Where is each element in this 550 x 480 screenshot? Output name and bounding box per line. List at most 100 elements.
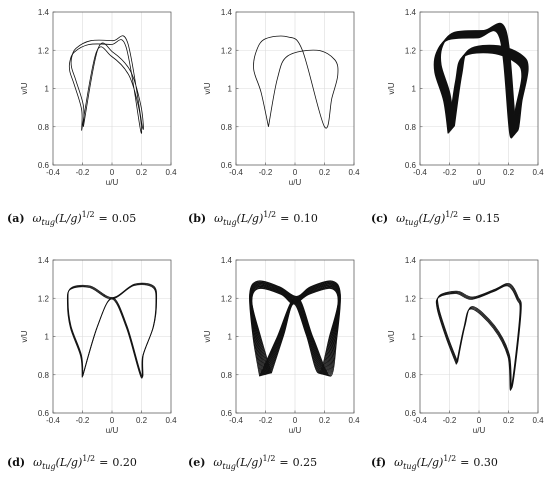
x-tick-label: 0 — [477, 168, 482, 177]
x-tick-label: 0 — [110, 416, 115, 425]
caption-equals: = — [99, 456, 108, 469]
y-tick-label: 0.8 — [38, 371, 50, 380]
x-tick-label: 0 — [110, 168, 115, 177]
caption-subscript: tug — [222, 462, 236, 471]
caption-subscript: tug — [42, 462, 56, 471]
x-tick-label: 0 — [293, 416, 298, 425]
y-tick-label: 1 — [412, 85, 417, 94]
caption-superscript: 1/2 — [263, 454, 276, 463]
caption-superscript: 1/2 — [263, 210, 276, 219]
y-tick-label: 0.6 — [38, 409, 50, 418]
caption-superscript: 1/2 — [445, 210, 458, 219]
x-tick-label: -0.2 — [443, 416, 457, 425]
x-tick-label: 0.4 — [348, 168, 360, 177]
y-tick-label: 0.6 — [221, 161, 233, 170]
panel-e: -0.4 -0.2 0 0.2 0.4 0.6 0.8 1 1.2 1.4 u/U v/U (e) ωtu… — [188, 256, 360, 471]
y-tick-label: 0.6 — [221, 409, 233, 418]
caption-value: 0.05 — [112, 212, 137, 225]
panel-a: -0.4 -0.2 0 0.2 0.4 0.6 0.8 1 1.2 1.4 u/U v/U (a) ωtu… — [7, 8, 177, 227]
x-tick-label: 0.4 — [532, 416, 544, 425]
y-axis-label: v/U — [20, 82, 29, 94]
panel-b: -0.4 -0.2 0 0.2 0.4 0.6 0.8 1 1.2 1.4 u/U v/U (b) ωtu… — [188, 8, 360, 227]
caption-superscript: 1/2 — [82, 210, 95, 219]
panel-label: (c) — [371, 212, 388, 225]
x-tick-label: 0.4 — [165, 416, 177, 425]
caption-subscript: tug — [403, 462, 417, 471]
x-tick-label: -0.2 — [259, 416, 273, 425]
x-tick-label: 0 — [477, 416, 482, 425]
y-tick-label: 1.2 — [38, 294, 50, 303]
caption-middle: (L/g) — [236, 456, 263, 469]
trajectory-curve — [249, 280, 341, 377]
y-tick-label: 0.8 — [405, 123, 417, 132]
y-tick-label: 0.8 — [38, 123, 50, 132]
panel-d: -0.4 -0.2 0 0.2 0.4 0.6 0.8 1 1.2 1.4 u/U v/U (d) ωtu… — [7, 256, 177, 471]
panel-caption: (b) ωtug(L/g)1/2 = 0.10 — [188, 210, 318, 227]
y-tick-label: 0.6 — [405, 409, 417, 418]
caption-omega: ω — [33, 212, 42, 225]
x-tick-label: -0.2 — [76, 168, 90, 177]
caption-omega: ω — [213, 456, 222, 469]
caption-subscript: tug — [42, 218, 56, 227]
y-tick-label: 1.2 — [405, 46, 417, 55]
caption-omega: ω — [33, 456, 42, 469]
caption-middle: (L/g) — [55, 212, 82, 225]
x-axis-label: u/U — [289, 178, 302, 187]
y-axis-label: v/U — [20, 330, 29, 342]
y-tick-label: 0.8 — [221, 123, 233, 132]
caption-middle: (L/g) — [419, 212, 446, 225]
x-tick-label: -0.4 — [46, 168, 60, 177]
y-tick-label: 1.2 — [38, 46, 50, 55]
y-axis-label: v/U — [387, 82, 396, 94]
trajectory-curve — [67, 282, 158, 378]
x-tick-label: 0.2 — [136, 416, 148, 425]
x-axis-label: u/U — [289, 426, 302, 435]
trajectory-curve — [436, 283, 522, 390]
x-tick-label: -0.2 — [76, 416, 90, 425]
y-tick-label: 1.4 — [405, 256, 417, 265]
y-tick-label: 0.8 — [405, 371, 417, 380]
caption-value: 0.20 — [112, 456, 137, 469]
x-axis-label: u/U — [473, 178, 486, 187]
x-tick-label: -0.4 — [229, 416, 243, 425]
caption-equals: = — [279, 456, 288, 469]
x-tick-label: 0.2 — [319, 168, 331, 177]
caption-middle: (L/g) — [237, 212, 264, 225]
y-tick-label: 1 — [45, 333, 50, 342]
caption-equals: = — [99, 212, 108, 225]
x-tick-label: -0.4 — [413, 168, 427, 177]
trajectory-curve — [70, 35, 144, 130]
panel-label: (f) — [371, 456, 386, 469]
caption-superscript: 1/2 — [443, 454, 456, 463]
caption-value: 0.15 — [475, 212, 500, 225]
trajectory-curve — [435, 285, 521, 391]
x-tick-label: -0.4 — [46, 416, 60, 425]
y-tick-label: 1.2 — [221, 46, 233, 55]
x-tick-label: 0.2 — [503, 416, 515, 425]
x-tick-label: -0.2 — [443, 168, 457, 177]
x-tick-label: 0.4 — [532, 168, 544, 177]
y-tick-label: 0.6 — [38, 161, 50, 170]
panel-caption: (e) ωtug(L/g)1/2 = 0.25 — [188, 454, 317, 471]
x-tick-label: 0 — [293, 168, 298, 177]
x-tick-label: 0.2 — [503, 168, 515, 177]
y-tick-label: 1 — [412, 333, 417, 342]
panel-label: (d) — [7, 456, 25, 469]
caption-omega: ω — [396, 212, 405, 225]
caption-value: 0.25 — [293, 456, 318, 469]
trajectory-curve — [437, 282, 522, 389]
caption-subscript: tug — [223, 218, 237, 227]
y-tick-label: 0.8 — [221, 371, 233, 380]
y-tick-label: 1 — [228, 85, 233, 94]
x-tick-label: -0.4 — [413, 416, 427, 425]
y-tick-label: 1 — [228, 333, 233, 342]
x-tick-label: -0.2 — [259, 168, 273, 177]
y-axis-label: v/U — [203, 330, 212, 342]
panel-caption: (c) ωtug(L/g)1/2 = 0.15 — [371, 210, 500, 227]
x-axis-label: u/U — [473, 426, 486, 435]
caption-middle: (L/g) — [417, 456, 444, 469]
y-tick-label: 1.4 — [405, 8, 417, 17]
panel-label: (a) — [7, 212, 25, 225]
y-tick-label: 1.4 — [38, 8, 50, 17]
